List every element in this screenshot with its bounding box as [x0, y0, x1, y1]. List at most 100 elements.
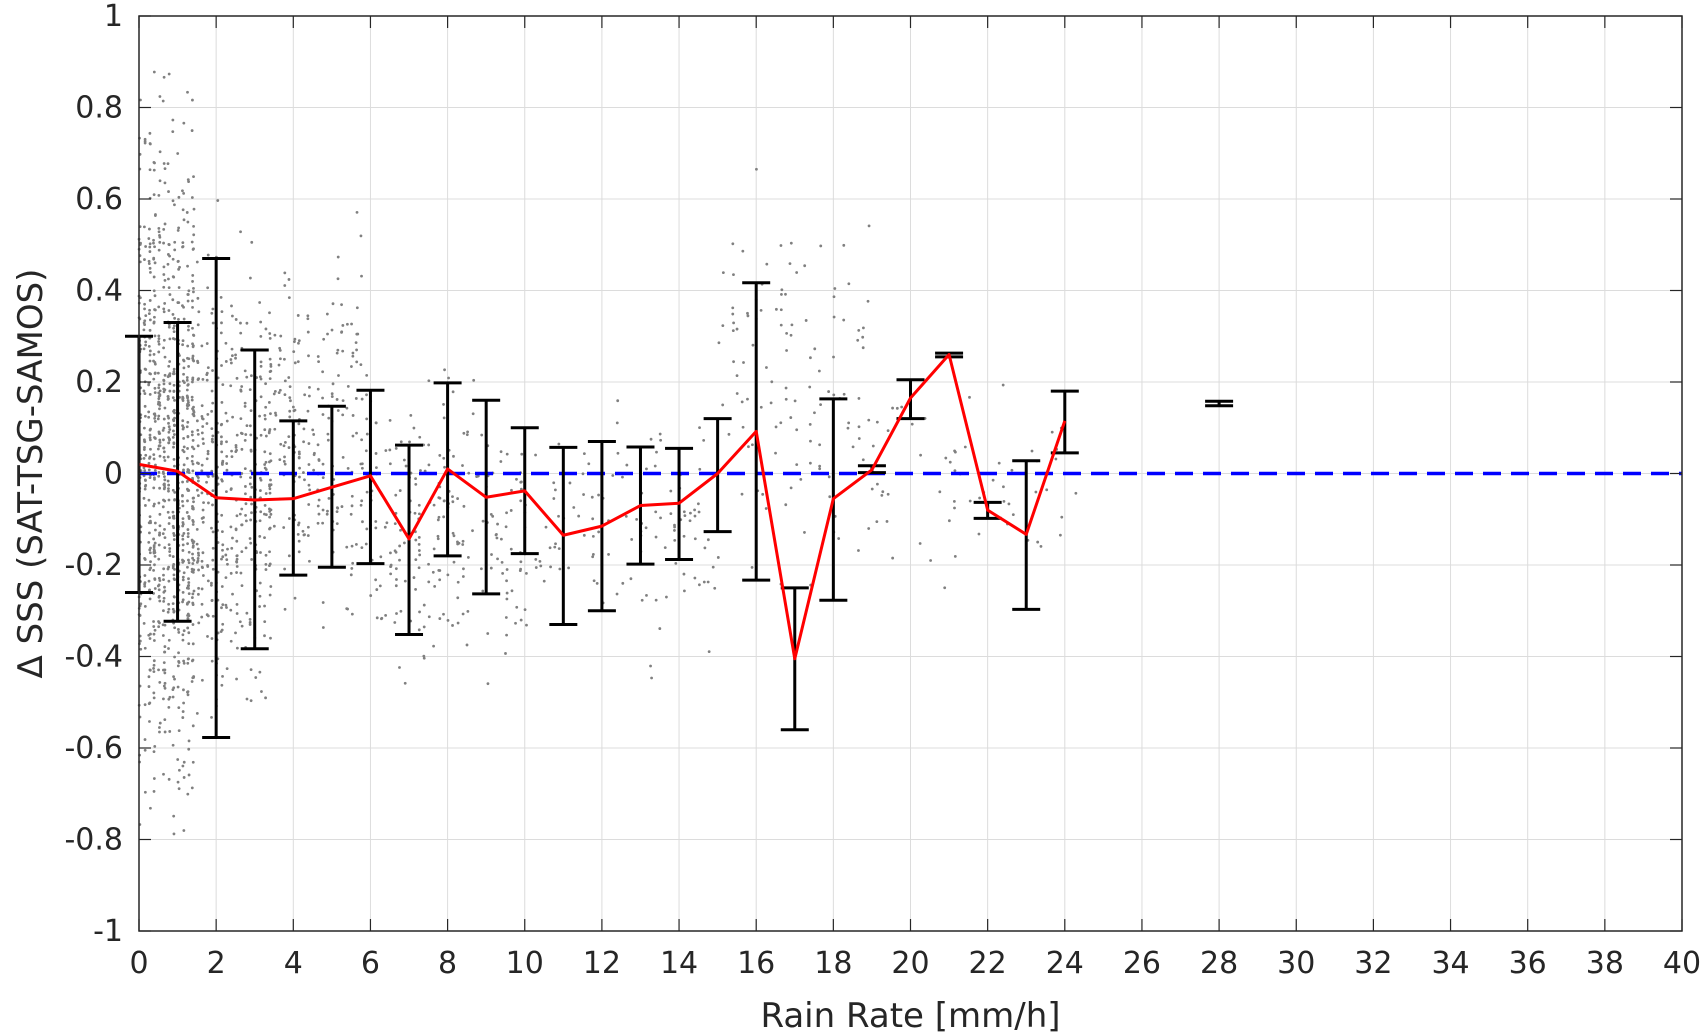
scatter-point: [861, 346, 865, 350]
scatter-point: [597, 493, 600, 497]
scatter-point: [505, 568, 509, 571]
scatter-point: [149, 372, 152, 376]
scatter-point: [539, 564, 543, 568]
scatter-point: [148, 359, 152, 363]
scatter-point: [862, 326, 865, 330]
scatter-point: [167, 607, 171, 611]
scatter-point: [181, 245, 185, 248]
scatter-point: [158, 441, 162, 444]
scatter-point: [303, 478, 306, 482]
scatter-point: [157, 397, 161, 401]
scatter-point: [258, 375, 262, 379]
scatter-point: [384, 449, 388, 452]
scatter-point: [240, 432, 244, 436]
scatter-point: [264, 568, 268, 571]
scatter-point: [287, 376, 291, 379]
scatter-point: [152, 620, 155, 623]
scatter-point: [278, 348, 282, 352]
x-tick-label: 32: [1354, 946, 1392, 981]
scatter-point: [279, 334, 283, 338]
scatter-point: [187, 550, 191, 554]
scatter-point: [263, 504, 267, 507]
scatter-point: [171, 257, 175, 261]
scatter-point: [789, 416, 793, 419]
scatter-point: [177, 628, 180, 631]
scatter-point: [182, 659, 186, 663]
scatter-point: [158, 150, 162, 154]
scatter-point: [317, 512, 321, 516]
scatter-point: [711, 565, 715, 569]
scatter-point: [1060, 515, 1064, 519]
scatter-point: [147, 540, 151, 544]
scatter-point: [148, 548, 152, 552]
scatter-point: [245, 321, 249, 325]
scatter-point: [456, 542, 460, 546]
scatter-point: [211, 503, 214, 507]
scatter-point: [248, 388, 252, 392]
scatter-point: [240, 624, 244, 628]
y-tick-label: 0.8: [75, 91, 123, 126]
scatter-point: [157, 668, 160, 672]
scatter-point: [542, 579, 546, 583]
scatter-point: [158, 407, 161, 411]
scatter-point: [345, 322, 349, 326]
scatter-point: [200, 602, 204, 606]
scatter-point: [552, 497, 556, 500]
scatter-point: [186, 404, 190, 408]
scatter-point: [591, 534, 595, 538]
scatter-point: [519, 499, 523, 503]
scatter-point: [181, 598, 185, 602]
scatter-point: [456, 497, 459, 500]
scatter-point: [176, 152, 180, 155]
scatter-point: [330, 328, 334, 332]
scatter-point: [374, 520, 378, 523]
scatter-point: [168, 360, 172, 363]
scatter-point: [239, 417, 243, 421]
y-tick-labels: 10.80.60.40.20-0.2-0.4-0.6-0.8-1: [64, 0, 123, 949]
y-tick-label: -0.6: [64, 731, 123, 766]
scatter-point: [427, 562, 430, 566]
scatter-point: [258, 489, 262, 492]
scatter-point: [462, 431, 466, 435]
scatter-point: [143, 738, 147, 741]
scatter-point: [399, 609, 403, 613]
scatter-point: [418, 610, 421, 614]
scatter-point: [161, 505, 165, 509]
scatter-point: [157, 230, 161, 234]
scatter-point: [153, 521, 157, 525]
scatter-point: [195, 560, 199, 564]
scatter-point: [350, 612, 354, 616]
scatter-point: [655, 450, 658, 454]
scatter-point: [264, 513, 268, 517]
scatter-point: [152, 790, 156, 793]
scatter-point: [191, 454, 194, 458]
scatter-point: [549, 565, 552, 569]
scatter-point: [953, 469, 957, 473]
scatter-point: [504, 616, 508, 619]
scatter-point: [689, 511, 692, 515]
scatter-point: [263, 536, 266, 540]
scatter-point: [144, 453, 148, 457]
scatter-point: [302, 471, 305, 474]
scatter-point: [567, 566, 570, 570]
scatter-point: [168, 293, 172, 296]
scatter-point: [243, 438, 247, 442]
scatter-point: [480, 433, 484, 437]
scatter-point: [148, 515, 152, 519]
scatter-point: [393, 549, 397, 553]
scatter-point: [144, 245, 148, 248]
scatter-point: [260, 690, 263, 693]
scatter-point: [789, 486, 793, 490]
scatter-point: [297, 456, 301, 460]
scatter-point: [412, 426, 416, 430]
scatter-point: [354, 542, 358, 546]
scatter-point: [142, 448, 146, 451]
scatter-point: [525, 572, 528, 575]
scatter-point: [438, 569, 442, 572]
scatter-point: [356, 332, 360, 336]
scatter-point: [861, 458, 865, 462]
scatter-point: [359, 234, 363, 238]
scatter-point: [832, 315, 836, 319]
scatter-point: [173, 677, 176, 681]
scatter-point: [336, 255, 340, 259]
